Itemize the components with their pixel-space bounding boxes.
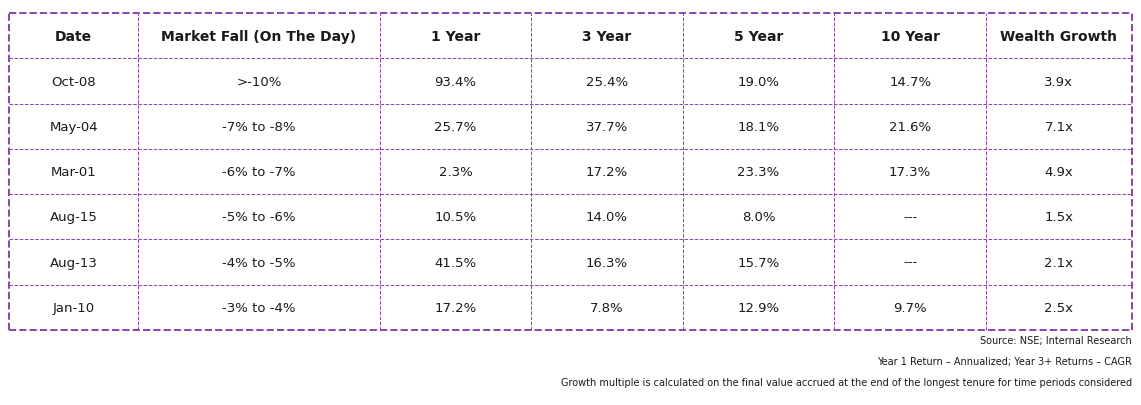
Text: 18.1%: 18.1% [737,121,779,134]
Text: Aug-15: Aug-15 [50,211,98,224]
Text: Growth multiple is calculated on the final value accrued at the end of the longe: Growth multiple is calculated on the fin… [560,377,1132,387]
Text: 19.0%: 19.0% [737,75,779,88]
Text: 7.1x: 7.1x [1044,121,1074,134]
Text: 1 Year: 1 Year [431,30,480,44]
Text: Year 1 Return – Annualized; Year 3+ Returns – CAGR: Year 1 Return – Annualized; Year 3+ Retu… [877,356,1132,366]
Text: 3 Year: 3 Year [582,30,632,44]
Text: 2.3%: 2.3% [438,166,472,179]
Text: 37.7%: 37.7% [585,121,628,134]
Text: Wealth Growth: Wealth Growth [1001,30,1117,44]
Text: ---: --- [903,211,917,224]
Text: -4% to -5%: -4% to -5% [222,256,296,269]
Text: Source: NSE; Internal Research: Source: NSE; Internal Research [980,335,1132,345]
Text: 41.5%: 41.5% [435,256,477,269]
Text: 16.3%: 16.3% [586,256,628,269]
Text: 2.1x: 2.1x [1044,256,1074,269]
Text: 7.8%: 7.8% [590,301,624,314]
Text: 17.2%: 17.2% [435,301,477,314]
Text: 14.7%: 14.7% [889,75,931,88]
Text: 93.4%: 93.4% [435,75,477,88]
Text: 25.7%: 25.7% [435,121,477,134]
Text: 10.5%: 10.5% [435,211,477,224]
Text: 9.7%: 9.7% [893,301,926,314]
Text: Mar-01: Mar-01 [51,166,97,179]
Text: 12.9%: 12.9% [737,301,779,314]
Text: 1.5x: 1.5x [1044,211,1074,224]
Text: 14.0%: 14.0% [586,211,628,224]
Text: 10 Year: 10 Year [881,30,940,44]
Text: 17.2%: 17.2% [585,166,628,179]
Text: 23.3%: 23.3% [737,166,779,179]
Text: Jan-10: Jan-10 [52,301,95,314]
Text: -3% to -4%: -3% to -4% [222,301,296,314]
Text: Market Fall (On The Day): Market Fall (On The Day) [161,30,356,44]
Text: 5 Year: 5 Year [734,30,783,44]
Text: 25.4%: 25.4% [586,75,628,88]
Text: 15.7%: 15.7% [737,256,779,269]
Text: Date: Date [55,30,92,44]
Text: Aug-13: Aug-13 [50,256,98,269]
Text: 17.3%: 17.3% [889,166,931,179]
Text: -7% to -8%: -7% to -8% [222,121,296,134]
Text: 2.5x: 2.5x [1044,301,1074,314]
Text: -5% to -6%: -5% to -6% [222,211,296,224]
Text: ---: --- [903,256,917,269]
Text: 21.6%: 21.6% [889,121,931,134]
Text: >-10%: >-10% [236,75,282,88]
Text: Oct-08: Oct-08 [51,75,96,88]
Text: 8.0%: 8.0% [742,211,776,224]
Text: 4.9x: 4.9x [1044,166,1074,179]
Text: May-04: May-04 [49,121,98,134]
Text: -6% to -7%: -6% to -7% [222,166,296,179]
Text: 3.9x: 3.9x [1044,75,1074,88]
